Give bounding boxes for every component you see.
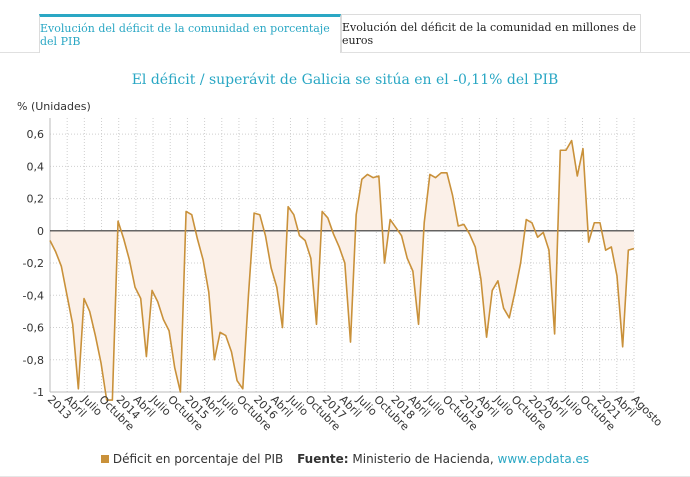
- y-axis-label: % (Unidades): [17, 100, 91, 113]
- y-tick-label: 0,4: [27, 160, 45, 173]
- chart-title: El déficit / superávit de Galicia se sit…: [131, 72, 559, 88]
- y-tick-label: -0,4: [23, 289, 44, 302]
- source-link[interactable]: www.epdata.es: [497, 452, 590, 466]
- y-tick-label: -0,2: [23, 257, 44, 270]
- source-label: Fuente:: [297, 452, 349, 466]
- legend-label: Déficit en porcentaje del PIB: [112, 452, 284, 466]
- y-tick-label: 0,2: [27, 193, 45, 206]
- y-tick-label: -0,6: [23, 322, 44, 335]
- y-tick-label: 0,6: [27, 128, 45, 141]
- source-text: Ministerio de Hacienda,: [352, 452, 494, 466]
- series-line: [49, 139, 635, 401]
- y-tick-label: 0: [37, 225, 44, 238]
- tab-deficit-millions[interactable]: Evolución del déficit de la comunidad en…: [341, 14, 641, 52]
- tab-deficit-percent[interactable]: Evolución del déficit de la comunidad en…: [39, 14, 341, 53]
- y-tick-label: -0,8: [23, 354, 44, 367]
- chart-legend: Déficit en porcentaje del PIB Fuente: Mi…: [0, 452, 690, 466]
- y-tick-label: -1: [33, 386, 44, 399]
- legend-swatch: [100, 455, 109, 463]
- tab-bar: Evolución del déficit de la comunidad en…: [0, 0, 690, 53]
